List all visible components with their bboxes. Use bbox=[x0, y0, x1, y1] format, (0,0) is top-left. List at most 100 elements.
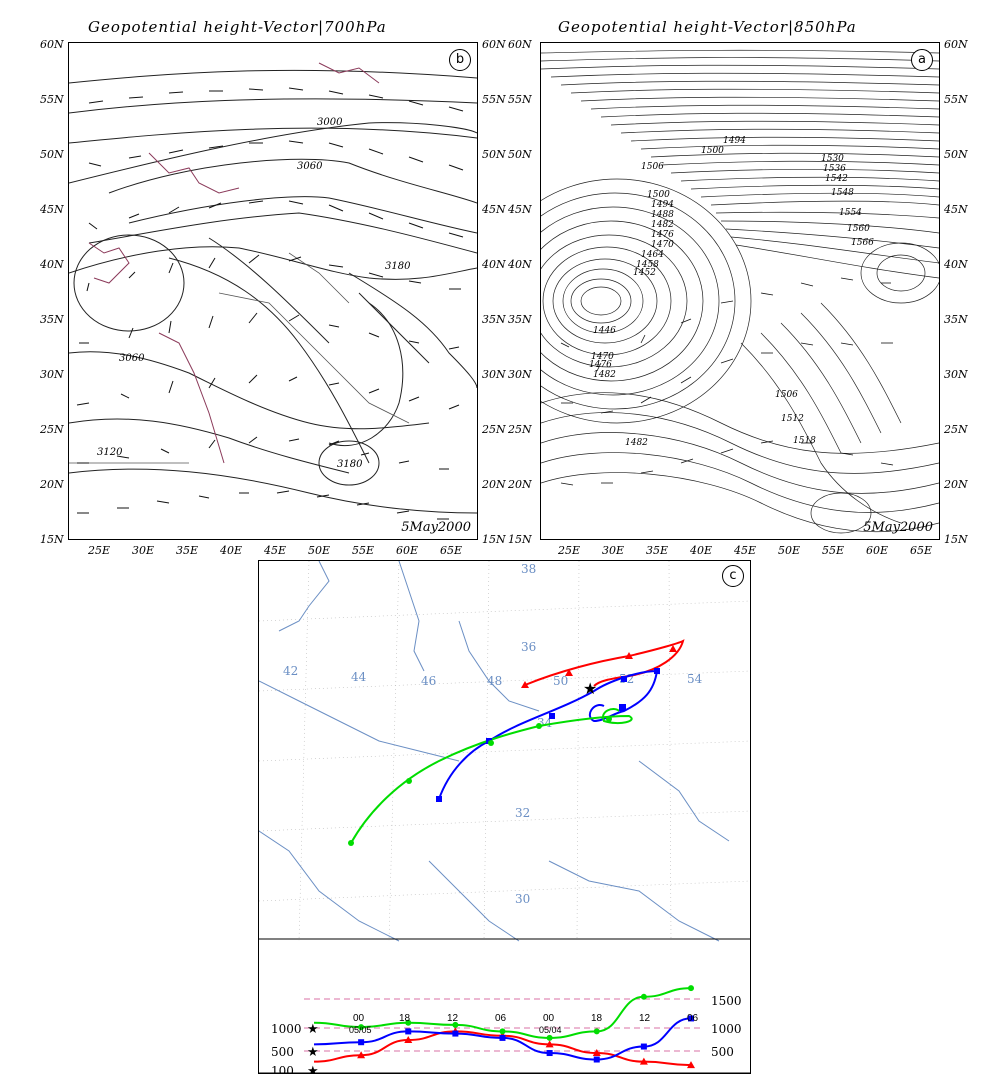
lon-label-42: 42 bbox=[283, 664, 298, 678]
time-tick: 18 bbox=[591, 1013, 603, 1024]
ts-star-icon: ★ bbox=[307, 1064, 319, 1073]
panel-a-title: Geopotential height-Vector|850hPa bbox=[558, 18, 857, 36]
lat-label: 40N bbox=[508, 258, 532, 271]
panel-b-contour-labels: 3000 3060 3180 3060 3120 3180 bbox=[97, 117, 411, 470]
time-tick: 00 bbox=[353, 1013, 365, 1024]
ts-star-icon: ★ bbox=[307, 1045, 319, 1060]
contour-label: 1458 bbox=[636, 260, 659, 270]
panel-a-vectors bbox=[560, 277, 894, 486]
height-marker-circle bbox=[640, 993, 647, 1000]
height-right-500: 500 bbox=[711, 1045, 734, 1059]
contour-label: 1518 bbox=[793, 436, 816, 446]
panel-c-svg: 36 42 44 46 48 50 52 54 34 32 30 38 bbox=[258, 560, 751, 1077]
height-marker-triangle bbox=[592, 1049, 601, 1057]
lat-label: 60N bbox=[944, 38, 968, 51]
height-left-500: 500 bbox=[271, 1045, 294, 1059]
panel-b-map: 3000 3060 3180 3060 3120 3180 bbox=[68, 62, 478, 520]
time-tick: 18 bbox=[399, 1013, 411, 1024]
contour-label: 1482 bbox=[651, 220, 674, 230]
lon-label: 25E bbox=[88, 544, 111, 557]
contour-label: 1554 bbox=[839, 208, 862, 218]
contour-label: 1560 bbox=[847, 224, 870, 234]
height-marker-square bbox=[499, 1034, 506, 1041]
red-marker bbox=[625, 652, 633, 659]
lon-label: 30E bbox=[132, 544, 155, 557]
lon-label: 45E bbox=[264, 544, 287, 557]
lat-label: 25N bbox=[944, 423, 968, 436]
panel-c-grid bbox=[258, 560, 751, 942]
contour-label-3180a: 3180 bbox=[385, 261, 411, 272]
lat-label: 60N bbox=[482, 38, 506, 51]
panel-c-traj-red bbox=[524, 639, 685, 687]
panel-c-markers: ★ bbox=[348, 645, 677, 846]
panel-c-letter: c bbox=[722, 565, 744, 587]
green-marker bbox=[488, 740, 494, 746]
time-tick: 06 bbox=[495, 1013, 507, 1024]
lat-label: 40N bbox=[944, 258, 968, 271]
lat-label: 30N bbox=[508, 368, 532, 381]
contour-label-3060a: 3060 bbox=[297, 161, 323, 172]
lat-label: 50N bbox=[944, 148, 968, 161]
panel-b-letter: b bbox=[449, 49, 471, 71]
ts-star-icon: ★ bbox=[307, 1022, 319, 1037]
lat-label: 50N bbox=[40, 148, 64, 161]
lon-label: 65E bbox=[910, 544, 933, 557]
lat-label: 40N bbox=[482, 258, 506, 271]
contour-label: 1566 bbox=[851, 238, 874, 248]
panel-b-coast bbox=[88, 62, 380, 464]
lat-label: 20N bbox=[508, 478, 532, 491]
lat-label-30: 30 bbox=[515, 892, 530, 906]
contour-label: 1500 bbox=[647, 190, 670, 200]
panel-a-date: 5May2000 bbox=[863, 520, 933, 535]
panel-a-contour-labels: 1500 1494 1506 1500 1494 1488 1482 1476 … bbox=[589, 136, 874, 448]
lat-label: 45N bbox=[508, 203, 532, 216]
contour-label: 1488 bbox=[651, 210, 674, 220]
lat-label: 50N bbox=[482, 148, 506, 161]
contour-label: 1476 bbox=[651, 230, 674, 240]
lat-label: 20N bbox=[40, 478, 64, 491]
contour-label: 1530 bbox=[821, 154, 844, 164]
blue-marker bbox=[654, 668, 660, 674]
lat-label: 55N bbox=[944, 93, 968, 106]
height-marker-square bbox=[593, 1056, 600, 1063]
lat-label: 30N bbox=[40, 368, 64, 381]
green-marker bbox=[536, 723, 542, 729]
lat-label: 35N bbox=[482, 313, 506, 326]
panel-b-plot: 3000 3060 3180 3060 3120 3180 b 5May2000 bbox=[68, 42, 478, 540]
panel-a-plot: 1500 1494 1506 1500 1494 1488 1482 1476 … bbox=[482, 42, 942, 540]
lon-label-48: 48 bbox=[487, 674, 502, 688]
contour-label: 1464 bbox=[641, 250, 664, 260]
red-marker bbox=[669, 645, 677, 652]
lat-label: 40N bbox=[40, 258, 64, 271]
lon-label: 35E bbox=[646, 544, 669, 557]
height-marker-triangle bbox=[639, 1057, 648, 1065]
lon-label: 60E bbox=[396, 544, 419, 557]
height-marker-circle bbox=[688, 985, 694, 992]
contour-label-3120: 3120 bbox=[97, 447, 123, 458]
lat-label: 60N bbox=[40, 38, 64, 51]
height-marker-triangle bbox=[545, 1040, 554, 1048]
time-tick: 12 bbox=[639, 1013, 651, 1024]
lon-label: 30E bbox=[602, 544, 625, 557]
panel-b: Geopotential height-Vector|700hPa bbox=[0, 0, 520, 560]
contour-label: 1548 bbox=[831, 188, 854, 198]
lat-label: 15N bbox=[40, 533, 64, 546]
contour-label: 1476 bbox=[589, 360, 612, 370]
red-marker bbox=[565, 669, 573, 676]
lat-label: 50N bbox=[508, 148, 532, 161]
height-marker-circle bbox=[593, 1028, 600, 1035]
height-right-1000: 1000 bbox=[711, 1022, 742, 1036]
lat-label-38: 38 bbox=[521, 562, 536, 576]
contour-label-3060b: 3060 bbox=[119, 353, 145, 364]
lat-label: 55N bbox=[40, 93, 64, 106]
panel-b-date: 5May2000 bbox=[401, 520, 471, 535]
time-date: 05/05 bbox=[349, 1025, 372, 1035]
contour-label: 1506 bbox=[775, 390, 798, 400]
height-marker-circle bbox=[499, 1028, 506, 1035]
contour-label: 1506 bbox=[641, 162, 664, 172]
height-marker-square bbox=[452, 1030, 459, 1037]
height-marker-circle bbox=[452, 1021, 459, 1028]
lat-label-36: 36 bbox=[521, 640, 536, 654]
panel-c-borders bbox=[258, 560, 730, 942]
lon-label: 25E bbox=[558, 544, 581, 557]
